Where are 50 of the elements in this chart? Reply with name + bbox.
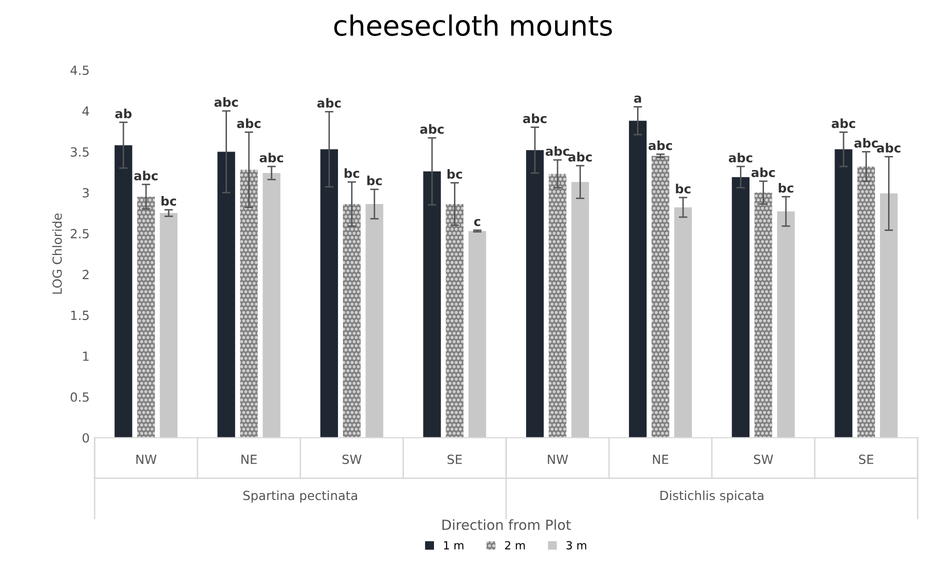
annotation: bc	[778, 182, 794, 193]
text: Spartina pectinata	[243, 490, 358, 503]
x-tick-label: SW	[754, 454, 774, 464]
y-tick-label: 4.5	[70, 66, 89, 75]
annotation: abc	[317, 98, 341, 108]
annotation: abc	[420, 124, 444, 134]
x-tick-label: SE	[448, 454, 462, 464]
annotation: abc	[751, 167, 775, 178]
annotation: abc	[214, 97, 238, 107]
y-tick-label: 4	[82, 106, 90, 116]
annotation: abc	[568, 152, 592, 162]
x-tick-label: NE	[653, 454, 668, 464]
annotation: abc	[260, 152, 284, 162]
annotation: c	[474, 218, 480, 226]
y-tick-label: 2	[82, 270, 88, 280]
annotation: abc	[728, 152, 752, 162]
y-tick-label: 0	[82, 433, 89, 443]
annotation: abc	[854, 138, 878, 148]
annotation: abc	[648, 140, 672, 150]
annotation: abc	[237, 118, 260, 128]
chart-title: cheesecloth mounts	[334, 14, 612, 36]
text: Distichlis spicata	[660, 490, 764, 503]
x-tick-label: NW	[136, 454, 156, 464]
annotation: bc	[448, 169, 462, 179]
annotation: bc	[367, 176, 382, 186]
legend-label: 3 m	[566, 541, 586, 550]
annotation: abc	[876, 142, 900, 153]
y-tick-label: 3	[82, 188, 89, 198]
x-tick-label: NW	[548, 454, 568, 464]
annotation: bc	[676, 184, 690, 194]
y-tick-label: 3.5	[70, 147, 89, 157]
annotation: ab	[115, 108, 132, 118]
x-tick-label: SW	[342, 454, 362, 464]
x-tick-label: SE	[859, 454, 874, 464]
annotation: abc	[523, 114, 546, 124]
annotation: abc	[546, 146, 570, 156]
annotation: bc	[344, 168, 360, 178]
annotation: abc	[134, 170, 158, 180]
legend-label: 2 m	[505, 541, 525, 550]
legend-label: 1 m	[444, 541, 464, 550]
annotation: bc	[162, 196, 176, 206]
y-axis-title: LOG Chloride	[52, 214, 62, 294]
y-tick-label: 0.5	[70, 392, 89, 402]
annotation: a	[634, 96, 642, 103]
y-tick-label: 2.5	[70, 228, 89, 238]
x-axis-title: Direction from Plot	[442, 519, 571, 530]
annotation: abc	[832, 118, 856, 128]
y-tick-label: 1	[83, 352, 89, 361]
y-tick-label: 1.5	[71, 310, 89, 320]
x-tick-label: NE	[242, 454, 257, 464]
